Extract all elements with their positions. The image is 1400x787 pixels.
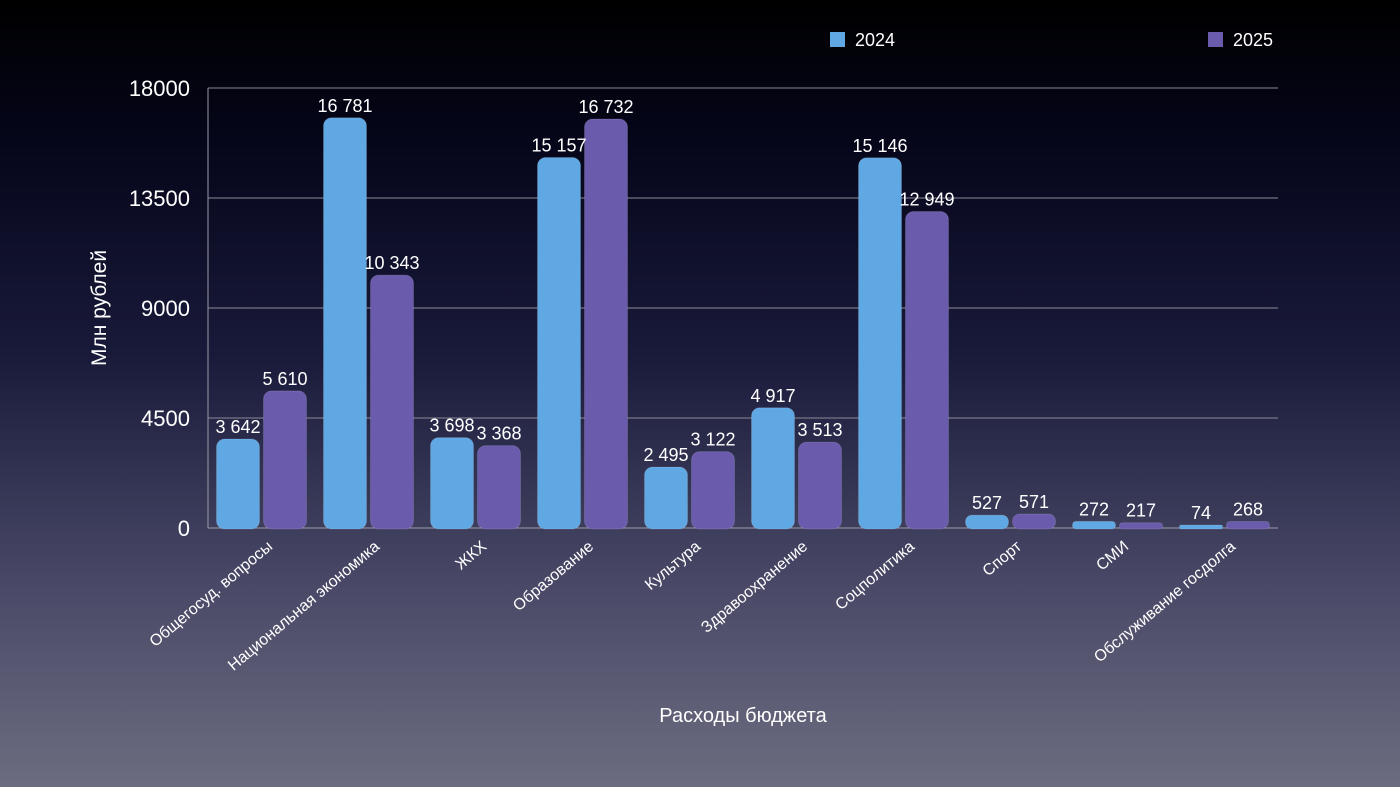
data-label-2024: 74 bbox=[1191, 503, 1211, 523]
data-label-2024: 527 bbox=[972, 493, 1002, 513]
y-tick-label: 13500 bbox=[129, 186, 190, 211]
data-label-2025: 268 bbox=[1233, 499, 1263, 519]
x-tick-label: ЖКХ bbox=[453, 538, 491, 574]
legend: 2024 2025 bbox=[830, 30, 1273, 50]
bar-2025 bbox=[584, 118, 628, 530]
x-tick-label: Образование bbox=[510, 538, 597, 615]
data-label-2025: 571 bbox=[1019, 492, 1049, 512]
data-label-2024: 15 157 bbox=[531, 135, 586, 155]
data-label-2025: 3 368 bbox=[476, 424, 521, 444]
y-tick-label: 0 bbox=[178, 516, 190, 541]
data-label-2024: 3 642 bbox=[215, 417, 260, 437]
legend-label: 2024 bbox=[855, 30, 895, 50]
data-label-2025: 16 732 bbox=[578, 97, 633, 117]
bar-2025 bbox=[370, 274, 414, 530]
x-tick-label: Культура bbox=[642, 538, 704, 594]
data-label-2024: 272 bbox=[1079, 499, 1109, 519]
bars bbox=[216, 117, 1270, 530]
x-tick-label: Соцполитика bbox=[832, 538, 918, 614]
data-label-2025: 3 513 bbox=[797, 420, 842, 440]
data-label-2024: 16 781 bbox=[317, 96, 372, 116]
x-tick-label: Здравоохранение bbox=[698, 538, 811, 637]
bar-2025 bbox=[477, 445, 521, 530]
bar-2024 bbox=[1072, 520, 1116, 530]
data-label-2025: 5 610 bbox=[262, 369, 307, 389]
legend-label: 2025 bbox=[1233, 30, 1273, 50]
bar-2024 bbox=[430, 437, 474, 530]
x-tick-label: Общегосуд. вопросы bbox=[147, 538, 276, 650]
bar-2025 bbox=[1226, 520, 1270, 530]
bar-2024 bbox=[323, 117, 367, 530]
data-label-2024: 2 495 bbox=[643, 445, 688, 465]
x-tick-label: Спорт bbox=[980, 538, 1026, 580]
x-axis-title: Расходы бюджета bbox=[659, 705, 827, 727]
legend-swatch-2024 bbox=[830, 32, 845, 47]
bar-2024 bbox=[751, 407, 795, 530]
bar-2025 bbox=[1119, 522, 1163, 530]
data-label-2024: 4 917 bbox=[750, 386, 795, 406]
bar-2025 bbox=[691, 451, 735, 530]
bar-2025 bbox=[1012, 513, 1056, 530]
data-label-2025: 3 122 bbox=[690, 430, 735, 450]
data-label-2025: 12 949 bbox=[899, 189, 954, 209]
y-axis-title: Млн рублей bbox=[88, 250, 111, 366]
bar-2024 bbox=[965, 514, 1009, 530]
bar-2024 bbox=[216, 438, 260, 530]
data-labels: 3 642 5 610 16 781 10 343 3 698 3 368 15 157 16… bbox=[215, 96, 1263, 523]
bar-2024 bbox=[537, 156, 581, 530]
bar-2024 bbox=[1179, 524, 1223, 530]
bar-2025 bbox=[263, 390, 307, 530]
y-tick-label: 4500 bbox=[141, 406, 190, 431]
bar-2025 bbox=[905, 210, 949, 530]
gridlines bbox=[207, 87, 1278, 529]
bar-2025 bbox=[798, 441, 842, 530]
data-label-2024: 15 146 bbox=[852, 136, 907, 156]
bar-2024 bbox=[858, 157, 902, 530]
x-tick-label: СМИ bbox=[1093, 538, 1132, 574]
y-axis-ticks: 0 4500 9000 13500 18000 bbox=[129, 76, 190, 541]
data-label-2025: 10 343 bbox=[364, 253, 419, 273]
bar-2024 bbox=[644, 466, 688, 530]
legend-swatch-2025 bbox=[1208, 32, 1223, 47]
y-tick-label: 9000 bbox=[141, 296, 190, 321]
data-label-2025: 217 bbox=[1126, 501, 1156, 521]
y-tick-label: 18000 bbox=[129, 76, 190, 101]
data-label-2024: 3 698 bbox=[429, 416, 474, 436]
